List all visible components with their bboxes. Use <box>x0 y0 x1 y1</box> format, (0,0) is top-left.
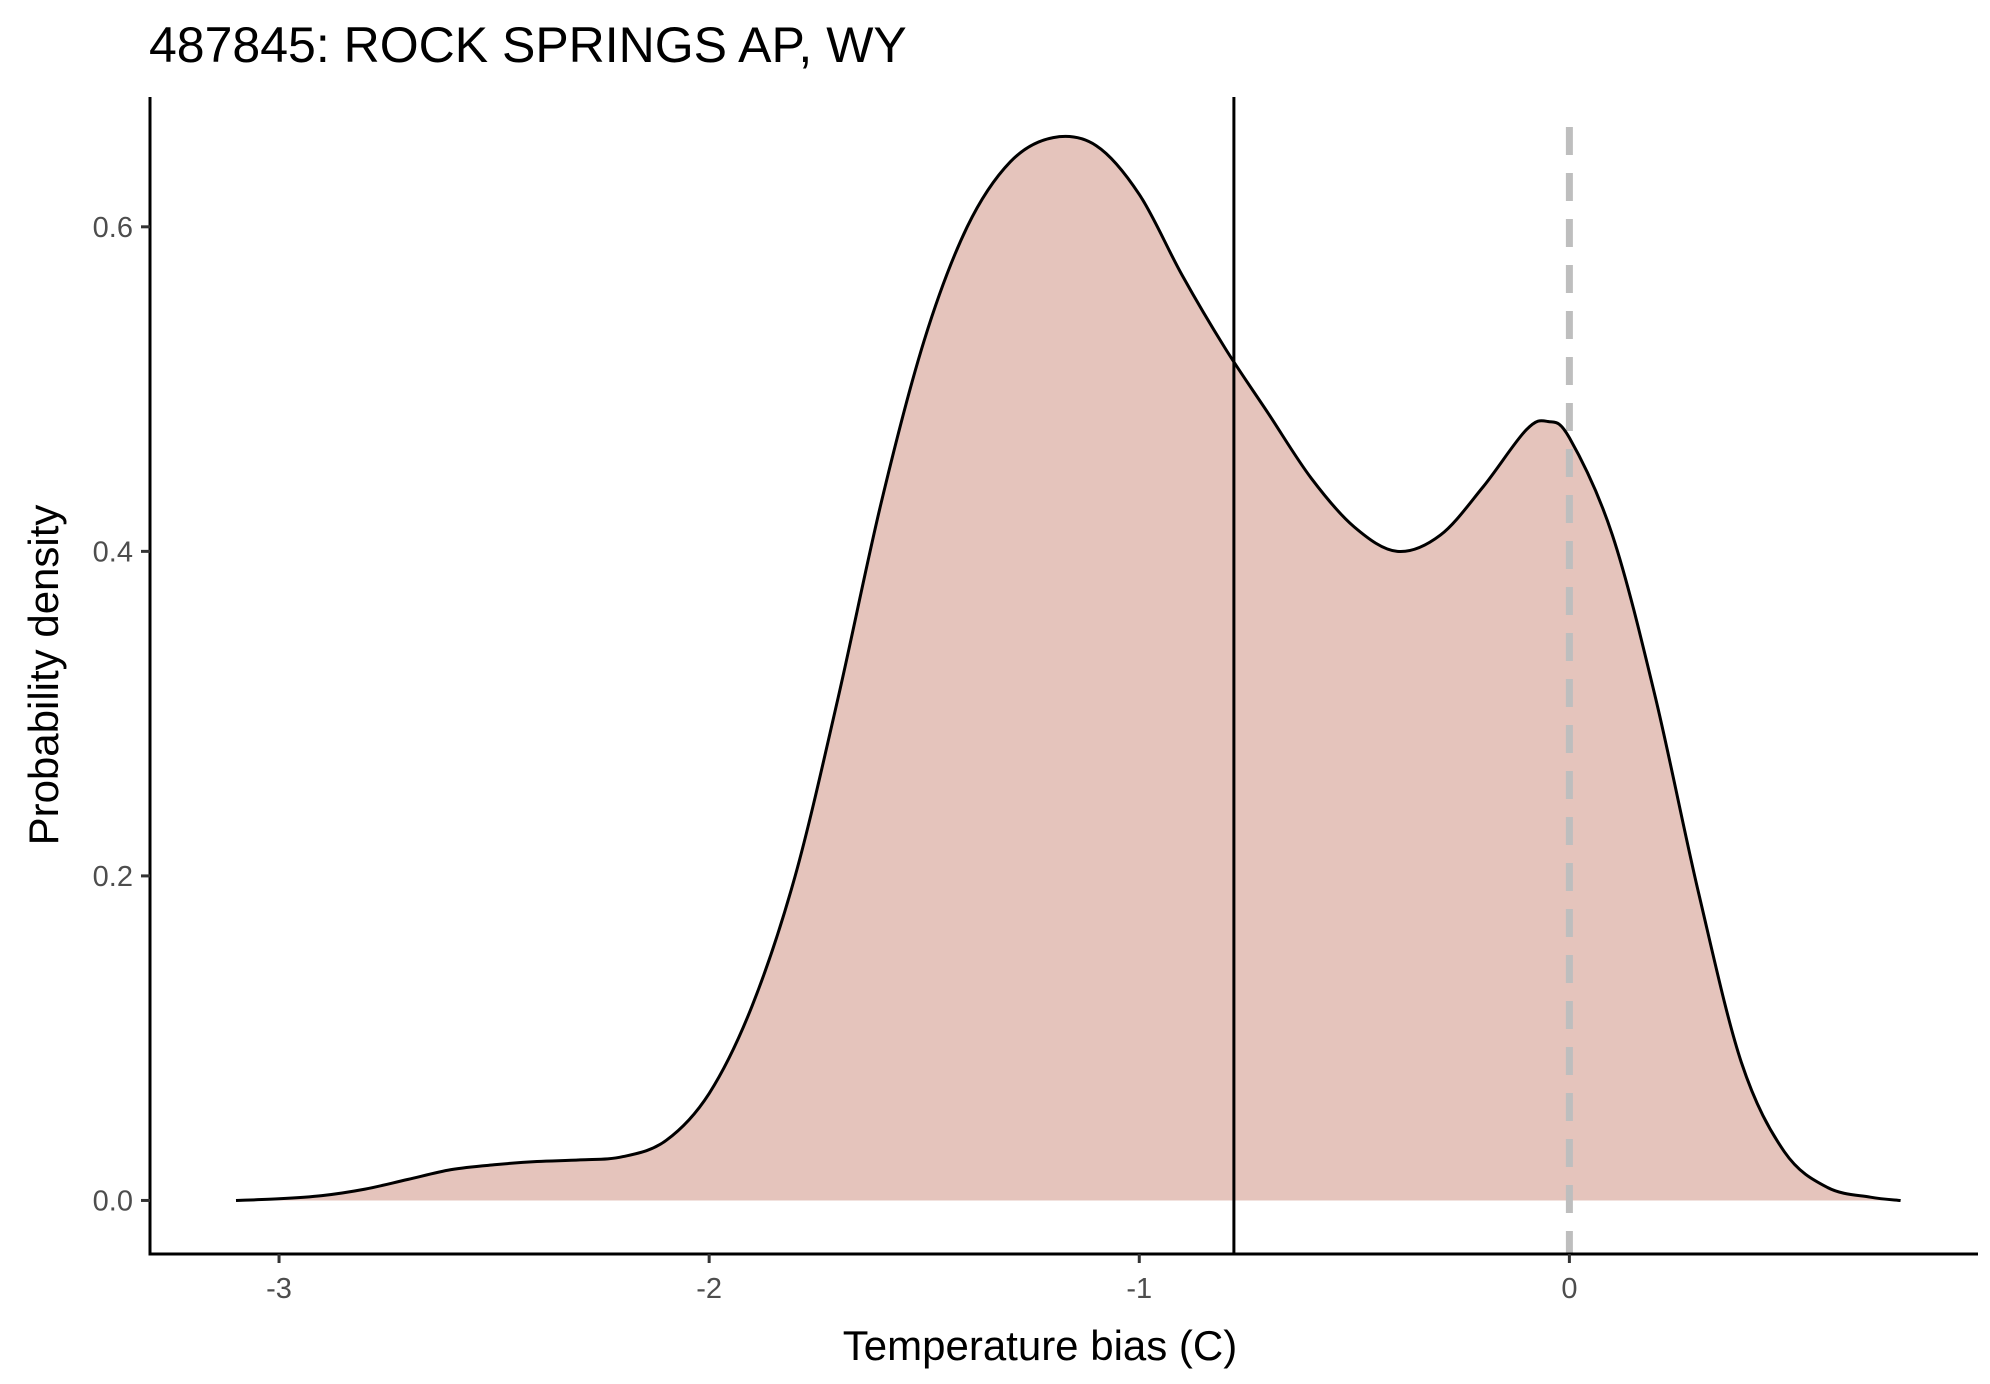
x-axis-ticks: -3 -2 -1 0 <box>266 1254 1577 1305</box>
x-axis-title: Temperature bias (C) <box>843 1322 1237 1369</box>
x-tick-label: 0 <box>1561 1273 1577 1305</box>
chart-title: 487845: ROCK SPRINGS AP, WY <box>149 17 907 73</box>
y-tick-label: 0.4 <box>93 536 133 568</box>
y-tick-label: 0.6 <box>93 212 133 244</box>
x-tick-label: -2 <box>696 1273 722 1305</box>
density-area <box>236 136 1901 1201</box>
plot-area <box>235 97 1901 1254</box>
x-tick-label: -1 <box>1126 1273 1152 1305</box>
y-axis-ticks: 0.0 0.2 0.4 0.6 <box>93 212 150 1217</box>
y-tick-label: 0.0 <box>93 1185 133 1217</box>
x-tick-label: -3 <box>266 1273 292 1305</box>
y-tick-label: 0.2 <box>93 861 133 893</box>
y-axis-title: Probability density <box>20 505 67 846</box>
density-curve-line <box>235 134 1901 1202</box>
